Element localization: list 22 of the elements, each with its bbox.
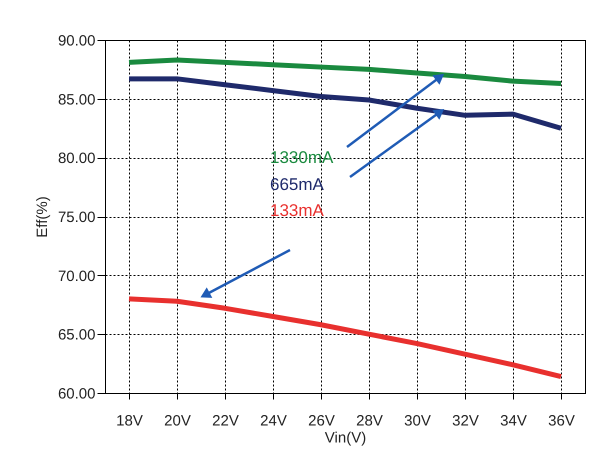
x-tick-label: 22V [212,412,239,430]
y-tick-label: 75.00 [58,209,96,226]
x-tick-label: 26V [308,412,335,430]
y-tick-label: 80.00 [58,150,96,168]
text: 1330mA [270,148,334,167]
y-tick-label: 90.00 [58,32,96,50]
text: 665mA [270,175,325,194]
x-tick-label: 18V [116,412,143,430]
text: 133mA [270,201,325,220]
x-tick-label: 34V [500,412,527,430]
y-tick-label: 65.00 [58,326,96,344]
x-tick-label: 24V [260,412,287,430]
x-axis-title: Vin(V) [324,430,366,446]
y-tick-label: 60.00 [58,386,96,402]
x-tick-label: 36V [548,412,575,430]
y-tick-label: 85.00 [58,91,96,108]
x-tick-label: 32V [452,412,479,430]
x-tick-label: 20V [164,412,191,430]
y-axis-title: Eff(%) [34,196,51,238]
y-tick-label: 70.00 [58,268,96,285]
x-tick-label: 28V [356,412,383,430]
x-tick-label: 30V [404,412,431,430]
